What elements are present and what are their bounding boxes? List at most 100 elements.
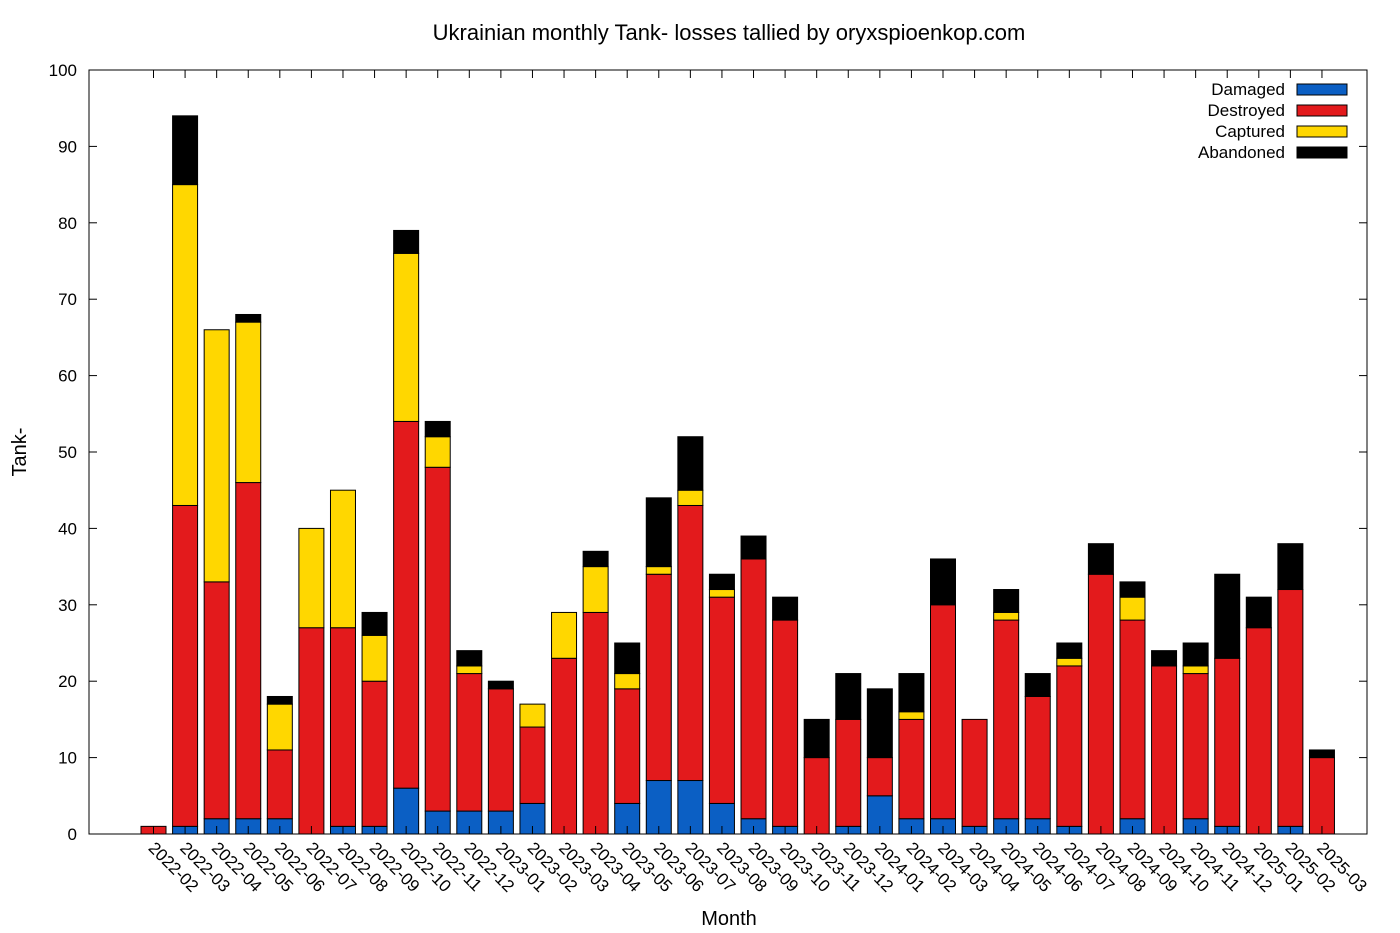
bar-abandoned-2024-07 (1056, 642, 1083, 659)
bar-abandoned-2024-09 (1119, 581, 1146, 598)
bar-destroyed-2023-06 (645, 573, 672, 782)
y-tick-label: 40 (58, 519, 77, 538)
bar-abandoned-2025-03 (1308, 749, 1335, 759)
bar-destroyed-2023-12 (835, 718, 862, 827)
bar-abandoned-2022-12 (456, 650, 483, 667)
bar-destroyed-2023-03 (551, 657, 578, 835)
bar-destroyed-2023-08 (708, 596, 735, 804)
bar-abandoned-2023-11 (803, 718, 830, 759)
bar-abandoned-2022-11 (424, 420, 451, 438)
bar-captured-2024-11 (1182, 665, 1209, 675)
bar-destroyed-2024-11 (1182, 673, 1209, 820)
bar-destroyed-2025-02 (1277, 589, 1304, 827)
y-axis: 0 10 20 30 40 50 60 70 80 90 100 (49, 61, 1367, 844)
bar-destroyed-2023-04 (582, 611, 609, 835)
bars (140, 115, 1335, 835)
bar-abandoned-2023-05 (614, 642, 641, 675)
bar-abandoned-2022-03 (172, 115, 199, 186)
bar-destroyed-2022-08 (329, 627, 356, 827)
bar-abandoned-2023-04 (582, 550, 609, 568)
bar-destroyed-2024-09 (1119, 619, 1146, 820)
bar-abandoned-2024-02 (898, 673, 925, 713)
bar-abandoned-2023-10 (772, 596, 799, 621)
bar-destroyed-2022-12 (456, 673, 483, 812)
chart-title: Ukrainian monthly Tank- losses tallied b… (433, 20, 1026, 45)
bar-captured-2023-04 (582, 566, 609, 613)
y-tick-label: 60 (58, 367, 77, 386)
bar-captured-2022-08 (329, 489, 356, 629)
bar-destroyed-2023-09 (740, 558, 767, 820)
y-tick-label: 70 (58, 290, 77, 309)
y-tick-label: 80 (58, 214, 77, 233)
bar-destroyed-2024-03 (930, 604, 956, 820)
bar-captured-2022-10 (393, 252, 420, 422)
bar-abandoned-2023-07 (677, 436, 704, 491)
bar-abandoned-2024-06 (1024, 673, 1051, 697)
bar-captured-2023-08 (708, 589, 735, 598)
bar-abandoned-2024-10 (1151, 650, 1178, 667)
bar-destroyed-2024-12 (1214, 657, 1241, 827)
bar-destroyed-2025-03 (1308, 757, 1335, 835)
y-tick-label: 90 (58, 137, 77, 156)
bar-destroyed-2024-02 (898, 718, 925, 820)
y-tick-label: 50 (58, 443, 77, 462)
bar-destroyed-2022-07 (298, 627, 325, 835)
bar-destroyed-2024-10 (1151, 665, 1178, 835)
bar-destroyed-2023-10 (772, 619, 799, 827)
bar-destroyed-2022-04 (203, 581, 230, 820)
bar-captured-2024-02 (898, 711, 925, 720)
bar-captured-2022-06 (266, 703, 293, 751)
bar-abandoned-2023-09 (740, 535, 767, 560)
y-tick-label: 20 (58, 672, 77, 691)
bar-abandoned-2023-06 (645, 497, 672, 568)
bar-abandoned-2022-05 (235, 313, 262, 323)
bar-abandoned-2024-01 (866, 688, 893, 759)
bar-abandoned-2025-02 (1277, 543, 1304, 591)
bar-abandoned-2023-01 (487, 680, 514, 690)
bar-abandoned-2024-03 (930, 558, 956, 606)
bar-captured-2023-03 (551, 611, 578, 659)
y-tick-label: 30 (58, 596, 77, 615)
bar-captured-2023-07 (677, 489, 704, 506)
bar-destroyed-2022-09 (361, 680, 388, 827)
bar-captured-2022-11 (424, 436, 451, 468)
bar-abandoned-2024-05 (993, 589, 1020, 613)
bar-abandoned-2024-11 (1182, 642, 1209, 667)
bar-captured-2024-09 (1119, 596, 1146, 621)
bar-destroyed-2022-10 (393, 420, 420, 789)
bar-captured-2023-06 (645, 566, 672, 575)
y-tick-label: 0 (68, 825, 77, 844)
bar-damaged-2023-06 (645, 780, 672, 835)
x-axis-label: Month (701, 908, 757, 930)
bar-destroyed-2024-01 (866, 757, 893, 797)
legend-label-captured: Captured (1215, 122, 1285, 141)
bar-destroyed-2024-07 (1056, 665, 1083, 827)
bar-destroyed-2022-05 (235, 482, 262, 820)
bar-abandoned-2024-08 (1087, 543, 1114, 575)
bar-damaged-2023-07 (677, 780, 704, 835)
bar-abandoned-2024-12 (1214, 573, 1241, 659)
bar-captured-2024-07 (1056, 657, 1083, 667)
bar-destroyed-2022-03 (172, 504, 199, 827)
bar-captured-2022-03 (172, 184, 199, 506)
bar-destroyed-2023-02 (519, 726, 546, 804)
bar-captured-2022-07 (298, 527, 325, 629)
bar-abandoned-2023-12 (835, 673, 862, 720)
bar-captured-2022-04 (203, 329, 230, 583)
bar-destroyed-2022-11 (424, 466, 451, 812)
bar-destroyed-2024-05 (993, 619, 1020, 820)
bar-abandoned-2025-01 (1245, 596, 1272, 629)
bar-captured-2022-05 (235, 321, 262, 484)
y-tick-label: 100 (49, 61, 77, 80)
y-axis-label: Tank- (9, 428, 31, 477)
legend-swatch-captured (1296, 125, 1348, 138)
bar-captured-2022-12 (456, 665, 483, 675)
bar-destroyed-2023-07 (677, 504, 704, 782)
bar-captured-2023-05 (614, 673, 641, 690)
legend-label-damaged: Damaged (1211, 80, 1285, 99)
bar-destroyed-2025-01 (1245, 627, 1272, 835)
bar-abandoned-2023-08 (708, 573, 735, 591)
y-tick-label: 10 (58, 749, 77, 768)
legend-label-destroyed: Destroyed (1208, 101, 1285, 120)
